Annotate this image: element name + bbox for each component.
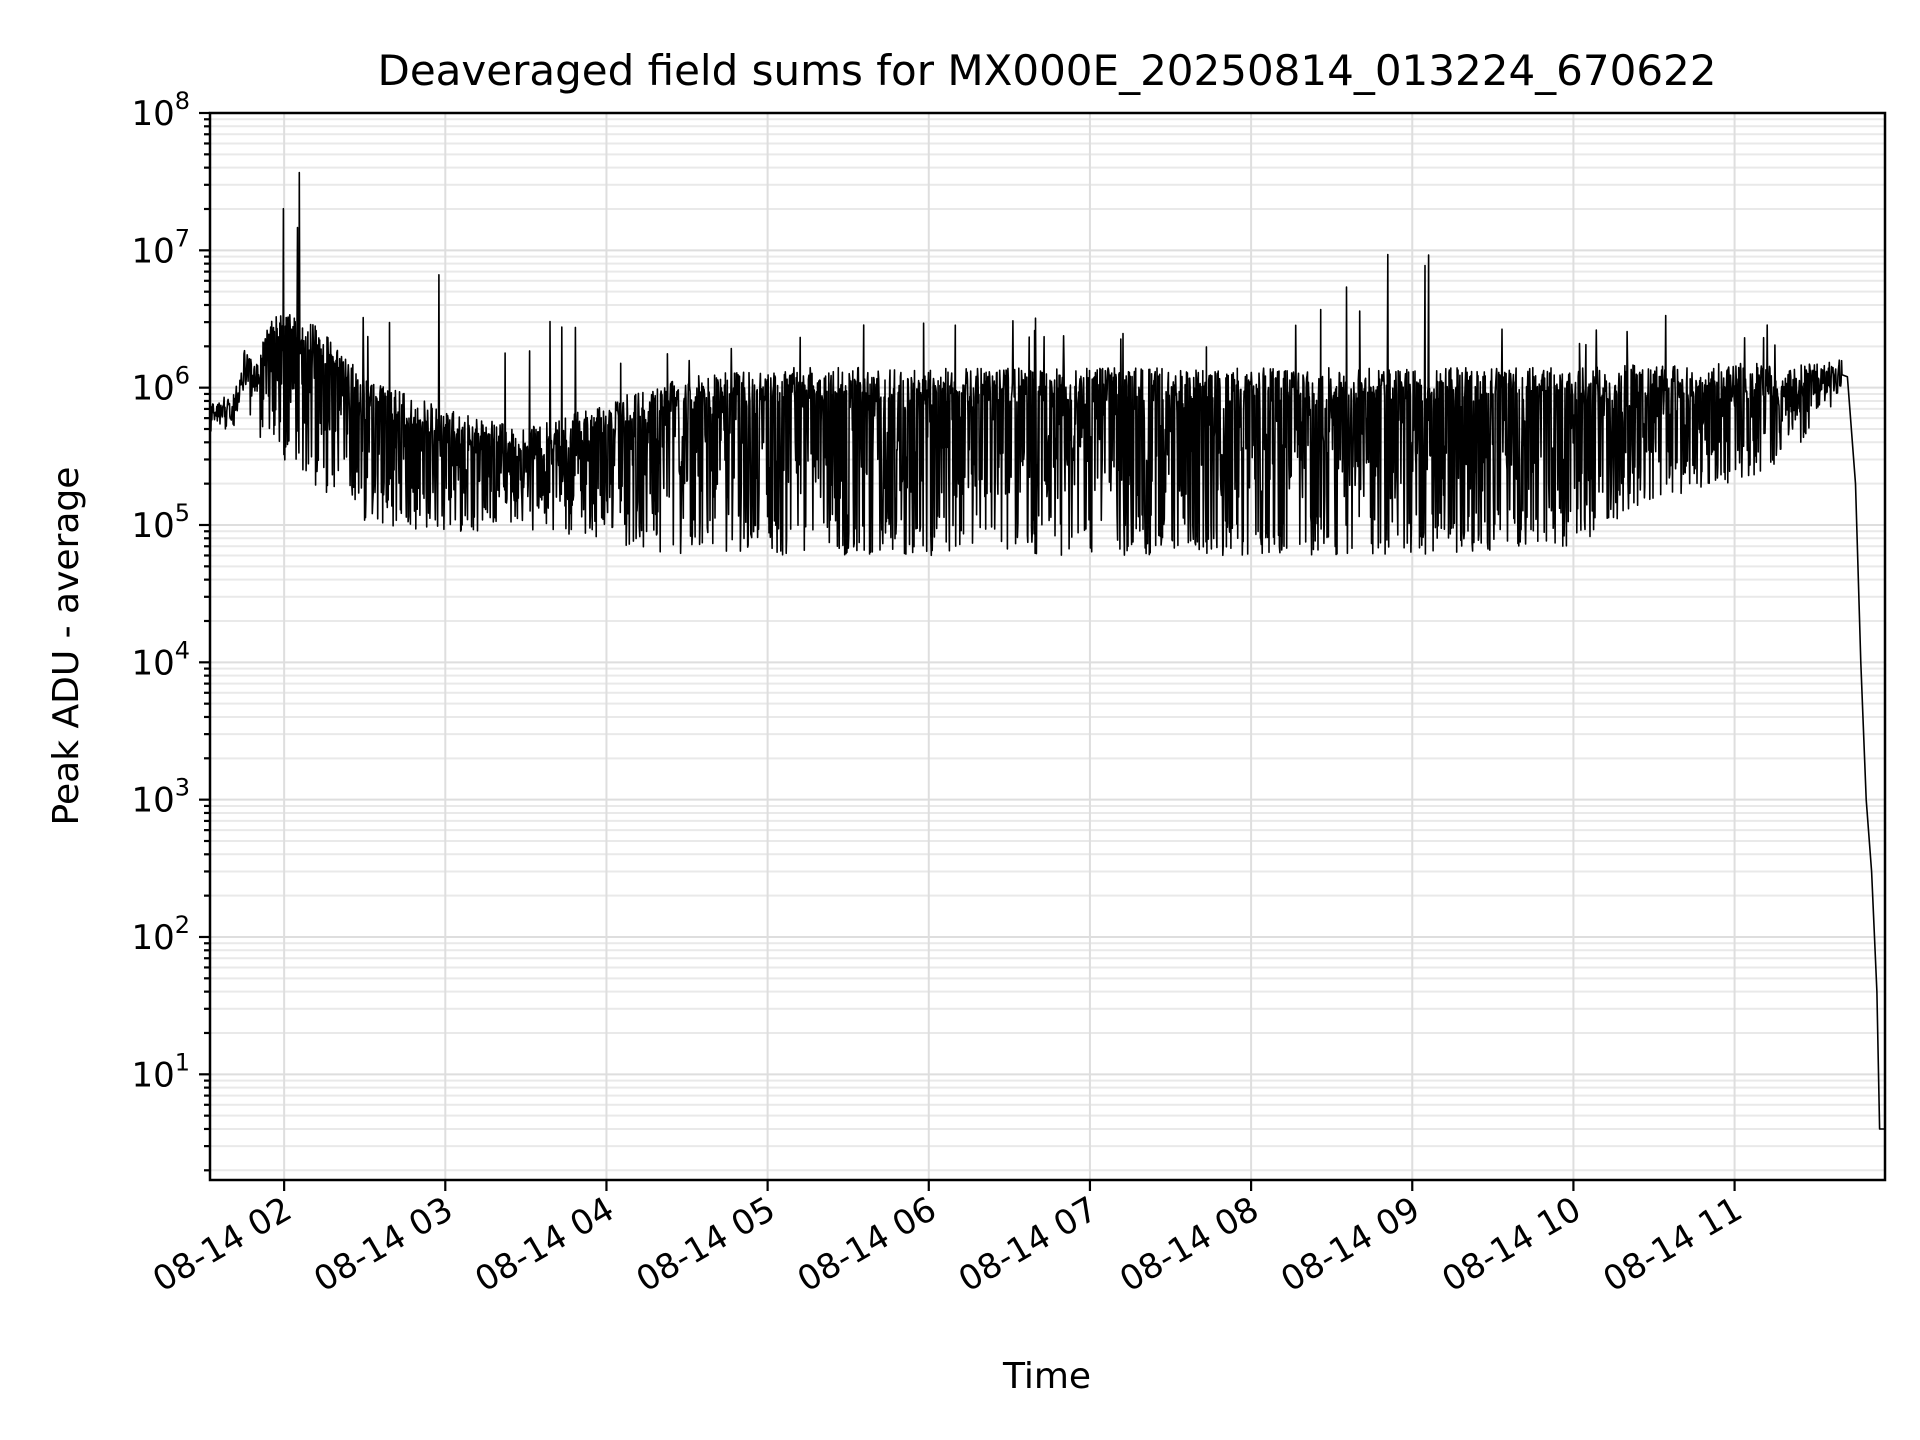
x-tick-label: 08-14 02: [146, 1189, 298, 1300]
x-tick-label: 08-14 08: [1113, 1189, 1265, 1300]
y-tick-exponent: 8: [175, 87, 190, 115]
y-tick-base: 10: [131, 506, 174, 546]
x-tick-label: 08-14 03: [307, 1189, 459, 1300]
y-tick-base: 10: [131, 781, 174, 821]
y-tick-label: 101: [131, 1048, 190, 1095]
chart-title: Deaveraged field sums for MX000E_2025081…: [378, 46, 1717, 95]
y-tick-base: 10: [131, 643, 174, 683]
y-tick-label: 102: [131, 911, 190, 958]
y-tick-base: 10: [131, 1055, 174, 1095]
y-tick-label: 103: [131, 774, 190, 821]
y-tick-label: 106: [131, 362, 190, 409]
y-tick-base: 10: [131, 918, 174, 958]
y-tick-label: 105: [131, 499, 190, 546]
grid: [210, 112, 1885, 1180]
y-tick-exponent: 7: [175, 224, 190, 252]
y-tick-exponent: 4: [175, 636, 190, 664]
y-tick-exponent: 1: [175, 1048, 190, 1076]
y-tick-label: 107: [131, 224, 190, 271]
y-tick-exponent: 2: [175, 911, 190, 939]
y-tick-exponent: 3: [175, 774, 190, 802]
x-tick-label: 08-14 04: [469, 1189, 621, 1300]
x-tick-label: 08-14 11: [1597, 1189, 1749, 1300]
y-tick-base: 10: [131, 231, 174, 271]
y-tick-label: 108: [131, 87, 190, 134]
x-tick-label: 08-14 07: [952, 1189, 1104, 1300]
x-axis-label: Time: [1002, 1356, 1091, 1397]
series-layer: [209, 171, 1885, 1130]
y-tick-base: 10: [131, 94, 174, 134]
y-tick-base: 10: [131, 369, 174, 409]
plot-area-frame: [208, 111, 1887, 1182]
y-axis-label: Peak ADU - average: [46, 467, 87, 826]
x-tick-label: 08-14 05: [630, 1189, 782, 1300]
x-tick-label: 08-14 10: [1436, 1189, 1588, 1300]
y-tick-label: 104: [131, 636, 190, 683]
y-tick-exponent: 6: [175, 362, 190, 390]
series-line: [209, 171, 1885, 1130]
x-tick-label: 08-14 06: [791, 1189, 943, 1300]
y-tick-exponent: 5: [175, 499, 190, 527]
x-tick-label: 08-14 09: [1274, 1189, 1426, 1300]
